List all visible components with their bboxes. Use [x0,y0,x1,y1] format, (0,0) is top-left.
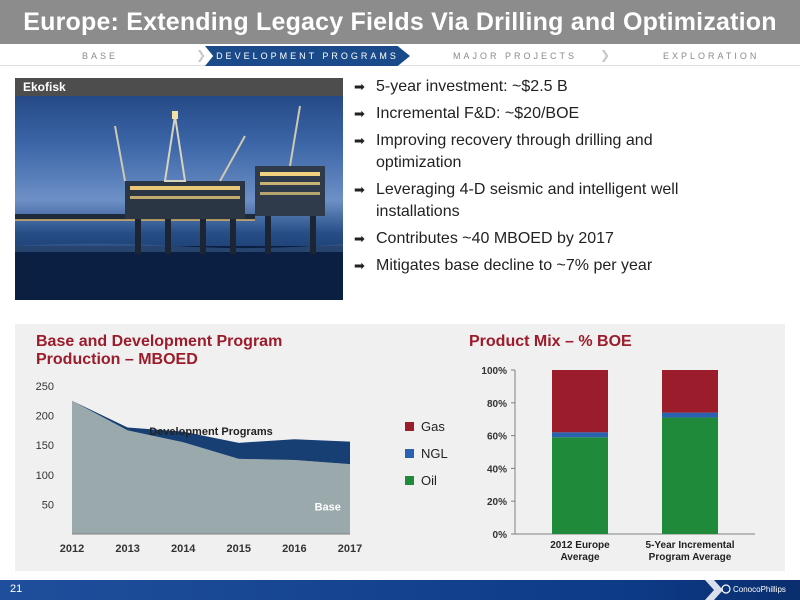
y-tick-label: 80% [487,399,507,410]
y-tick-label: 60% [487,432,507,443]
x-tick-label: 2015 [227,543,251,555]
chevron-right-icon: ❯ [196,48,207,62]
bar-segment-oil [662,417,718,534]
bar-segment-ngl [662,412,718,418]
y-tick-label: 0% [493,530,508,541]
bullet-text: Incremental F&D: ~$20/BOE [376,105,580,122]
y-tick-label: 40% [487,464,507,475]
arrow-right-icon: ➡ [354,182,365,197]
series-label-development-programs: Development Programs [149,426,272,438]
series-area-development-programs [72,400,350,465]
chevron-right-icon [705,580,723,600]
x-category-label: Program Average [649,552,732,562]
legend-swatch-gas [405,422,414,431]
slide-title-bar: Europe: Extending Legacy Fields Via Dril… [0,0,800,44]
x-tick-label: 2016 [282,543,306,555]
slide-title: Europe: Extending Legacy Fields Via Dril… [23,7,777,36]
x-tick-label: 2012 [60,543,84,555]
bar-segment-gas [552,370,608,433]
series-label-base: Base [315,501,341,513]
legend-label: Oil [421,473,437,488]
bullet-text: Improving recovery through drilling and … [376,132,653,171]
y-tick-label: 200 [36,411,54,423]
bullet-text: 5-year investment: ~$2.5 B [376,78,568,95]
nav-item-exploration[interactable]: EXPLORATION [663,51,760,61]
bullet-text: Contributes ~40 MBOED by 2017 [376,230,614,247]
series-area-base [72,400,350,534]
x-tick-label: 2014 [171,543,196,555]
nav-item-major-projects[interactable]: MAJOR PROJECTS [453,51,578,61]
list-item: ➡ Leveraging 4-D seismic and intelligent… [354,179,794,223]
y-tick-label: 150 [36,440,54,452]
y-tick-label: 250 [36,381,54,393]
arrow-right-icon: ➡ [354,231,365,246]
bullet-text: Mitigates base decline to ~7% per year [376,257,653,274]
x-tick-label: 2013 [115,543,139,555]
page-number: 21 [10,583,23,595]
conocophillips-logo-icon [721,584,731,594]
offshore-platform-icon [15,105,343,300]
section-nav: BASE ❯ DEVELOPMENT PROGRAMS MAJOR PROJEC… [0,46,800,66]
x-tick-label: 2017 [338,543,362,555]
list-item: ➡ Improving recovery through drilling an… [354,130,794,174]
footer-bar: 21 ConocoPhillips [0,580,800,600]
bar-segment-ngl [552,432,608,438]
x-category-label: 2012 Europe [550,540,610,551]
arrow-right-icon: ➡ [354,79,365,94]
arrow-right-icon: ➡ [354,258,365,273]
y-tick-label: 100 [36,470,54,482]
area-chart-title: Base and Development Program Production … [36,333,283,368]
production-area-chart: 50 100 150 200 250 2012 2013 2014 2015 2016 2017 De… [36,381,363,555]
list-item: ➡ Incremental F&D: ~$20/BOE [354,103,794,125]
bullet-text: Leveraging 4-D seismic and intelligent w… [376,181,679,220]
nav-item-base[interactable]: BASE [82,51,119,61]
x-category-label: 5-Year Incremental [646,540,735,551]
bar-segment-oil [552,437,608,534]
nav-item-label: DEVELOPMENT PROGRAMS [216,51,399,61]
arrow-right-icon: ➡ [354,133,365,148]
chart-legend: Gas NGL Oil [405,419,448,488]
legend-swatch-ngl [405,449,414,458]
legend-label: Gas [421,419,445,434]
bullet-list: ➡ 5-year investment: ~$2.5 B ➡ Increment… [354,76,794,282]
y-tick-label: 20% [487,497,507,508]
y-tick-label: 100% [481,366,507,377]
y-tick-label: 50 [42,499,54,511]
list-item: ➡ 5-year investment: ~$2.5 B [354,76,794,98]
charts-panel: Base and Development Program Production … [15,324,785,571]
nav-item-development-programs[interactable]: DEVELOPMENT PROGRAMS [205,46,410,66]
ekofisk-photo: Ekofisk [15,78,343,300]
bar-chart-title: Product Mix – % BOE [469,333,632,350]
list-item: ➡ Mitigates base decline to ~7% per year [354,255,794,277]
company-logo-text: ConocoPhillips [733,585,786,594]
legend-swatch-oil [405,476,414,485]
bar-segment-gas [662,370,718,413]
chevron-right-icon: ❯ [600,48,611,62]
legend-label: NGL [421,446,448,461]
x-category-label: Average [560,552,600,562]
photo-label: Ekofisk [15,78,343,96]
arrow-right-icon: ➡ [354,106,365,121]
list-item: ➡ Contributes ~40 MBOED by 2017 [354,228,794,250]
